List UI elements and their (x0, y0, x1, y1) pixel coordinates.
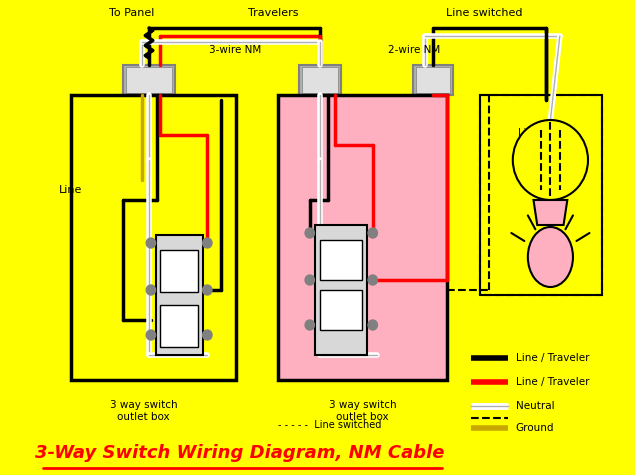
Text: Light
fixture
outlet
box: Light fixture outlet box (518, 128, 549, 172)
Bar (126, 67, 172, 93)
Circle shape (305, 320, 314, 330)
Text: 3 way switch
outlet box: 3 way switch outlet box (328, 400, 396, 422)
Circle shape (368, 320, 377, 330)
Text: 2-wire NM: 2-wire NM (388, 45, 440, 55)
Text: Travelers: Travelers (248, 8, 298, 18)
Circle shape (368, 228, 377, 238)
Bar (278, 95, 447, 380)
Bar (416, 67, 450, 93)
Bar (413, 65, 453, 95)
Bar (299, 65, 341, 95)
Circle shape (203, 238, 212, 248)
Circle shape (203, 330, 212, 340)
Bar (123, 65, 175, 95)
Bar (156, 235, 203, 355)
Text: Ground: Ground (516, 423, 554, 433)
Text: Line / Traveler: Line / Traveler (516, 353, 589, 363)
Polygon shape (533, 200, 567, 225)
Circle shape (305, 228, 314, 238)
Circle shape (146, 285, 156, 295)
Circle shape (305, 275, 314, 285)
Circle shape (146, 330, 156, 340)
Circle shape (203, 285, 212, 295)
Text: Line / Traveler: Line / Traveler (516, 377, 589, 387)
Ellipse shape (528, 227, 573, 287)
Text: To Panel: To Panel (109, 8, 155, 18)
Circle shape (368, 275, 377, 285)
Text: 3-wire NM: 3-wire NM (210, 45, 262, 55)
Text: 3-Way Switch Wiring Diagram, NM Cable: 3-Way Switch Wiring Diagram, NM Cable (36, 444, 445, 462)
Text: Line switched: Line switched (446, 8, 523, 18)
Bar (316, 225, 367, 355)
Bar (320, 240, 363, 280)
Bar (320, 290, 363, 330)
Text: Neutral: Neutral (516, 401, 554, 411)
Circle shape (513, 120, 588, 200)
Bar (302, 67, 338, 93)
Text: Line: Line (59, 185, 82, 195)
Bar (71, 95, 236, 380)
Circle shape (146, 238, 156, 248)
Bar (160, 250, 198, 292)
Text: - - - - -  Line switched: - - - - - Line switched (278, 420, 381, 430)
Text: 3 way switch
outlet box: 3 way switch outlet box (110, 400, 177, 422)
Bar (480, 95, 602, 295)
Bar (160, 305, 198, 347)
